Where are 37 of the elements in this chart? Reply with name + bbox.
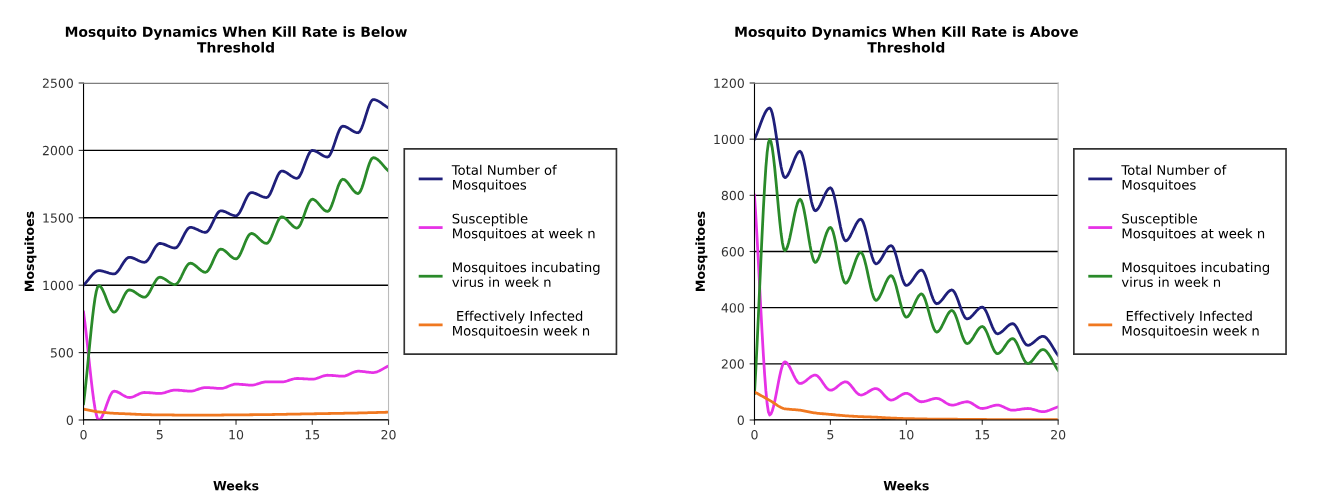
x-tick-label: 20 (381, 429, 396, 440)
y-axis-title: Mosquitoes (695, 211, 708, 291)
x-tick-label: 0 (751, 429, 758, 440)
y-tick-label: 200 (721, 359, 744, 369)
legend-label: Total Number of Mosquitoes (451, 164, 557, 193)
y-tick-label: 600 (721, 246, 744, 257)
x-tick-label: 5 (156, 430, 163, 440)
chart-title: Mosquito Dynamics When Kill Rate is Above Threshold (735, 26, 1078, 53)
x-tick-label: 0 (80, 429, 87, 440)
legend-label: Effectively Infected Mosquitoesin week n (453, 310, 590, 339)
y-tick-label: 800 (721, 190, 744, 201)
x-tick-label: 10 (899, 429, 914, 440)
y-tick-label: 2500 (42, 78, 73, 88)
legend-label: Effectively Infected Mosquitoesin week n (1122, 310, 1259, 339)
x-tick-label: 5 (827, 430, 834, 440)
x-tick-label: 15 (975, 430, 990, 440)
y-tick-label: 400 (721, 303, 744, 313)
y-tick-label: 2000 (42, 145, 73, 156)
x-axis-title: Weeks (883, 480, 929, 491)
y-tick-label: 1000 (43, 280, 73, 291)
y-tick-label: 1000 (714, 134, 744, 145)
chart-title: Mosquito Dynamics When Kill Rate is Below Threshold (65, 26, 407, 53)
x-tick-label: 10 (229, 429, 244, 440)
legend-label: Mosquitoes incubating virus in week n (452, 262, 600, 288)
y-tick-label: 0 (66, 415, 73, 425)
legend-label: Susceptible Mosquitoes at week n (452, 213, 595, 241)
y-axis-title: Mosquitoes (24, 211, 37, 291)
legend-label: Mosquitoes incubating virus in week n (1121, 262, 1270, 288)
legend-label: Total Number of Mosquitoes (1121, 164, 1227, 193)
x-axis-title: Weeks (213, 480, 259, 491)
x-tick-label: 20 (1051, 429, 1066, 440)
x-tick-label: 15 (305, 430, 320, 440)
legend-label: Susceptible Mosquitoes at week n (1122, 213, 1265, 241)
y-tick-label: 0 (737, 415, 744, 425)
y-tick-label: 1200 (714, 78, 744, 88)
y-tick-label: 500 (50, 348, 73, 358)
y-tick-label: 1500 (43, 213, 73, 223)
